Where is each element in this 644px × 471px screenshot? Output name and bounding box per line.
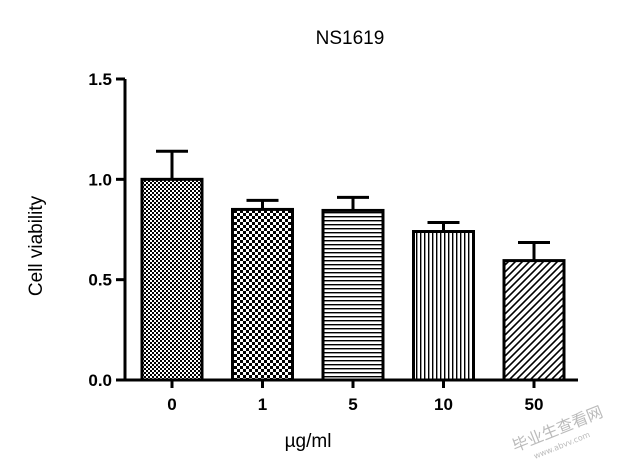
chart-title: NS1619 [316,28,385,49]
bar-10 [412,230,475,382]
y-axis: 0.0 0.5 1.0 1.5 [88,70,127,390]
bar-5 [321,208,385,382]
x-tick-label: 10 [434,395,453,414]
bar-0 [140,177,204,382]
y-tick-label: 1.0 [88,170,112,189]
y-tick-label: 0.5 [88,271,112,290]
x-axis: 0 1 5 10 50 [125,378,578,414]
bar-1 [231,207,294,382]
x-axis-label: µg/ml [285,431,332,452]
bars-group [140,149,566,382]
x-tick-label: 5 [348,395,357,414]
y-axis-label: Cell viability [26,195,47,296]
bar-50 [502,259,566,382]
x-tick-label: 0 [167,395,176,414]
x-tick-label: 50 [525,395,544,414]
y-tick-label: 1.5 [88,70,112,89]
x-tick-label: 1 [258,395,267,414]
y-tick-label: 0.0 [88,371,112,390]
